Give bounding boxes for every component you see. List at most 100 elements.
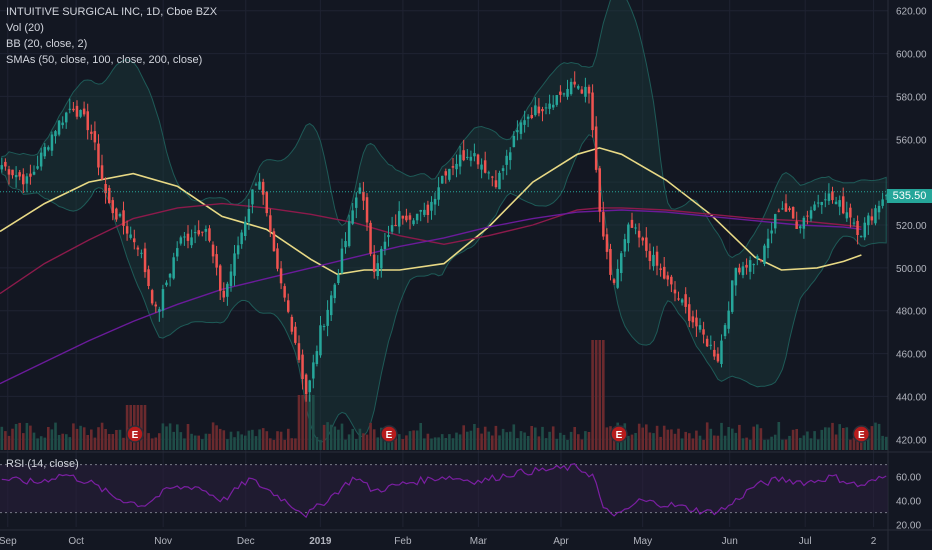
volume-bar	[111, 434, 115, 450]
candle-body	[473, 153, 476, 157]
candle-body	[229, 271, 233, 286]
rsi-indicator-label[interactable]: RSI (14, close)	[6, 458, 79, 470]
candle-body	[859, 236, 863, 238]
volume-bar	[140, 405, 143, 450]
sma-indicator-label[interactable]: SMAs (50, close, 100, close, 200, close)	[6, 54, 203, 66]
volume-bar	[72, 423, 75, 450]
candle-body	[713, 349, 716, 357]
candle-body	[845, 212, 849, 219]
volume-bar	[82, 427, 86, 450]
volume-bar	[312, 395, 315, 450]
volume-bar	[845, 427, 849, 450]
candle-body	[716, 353, 720, 362]
volume-bar	[0, 426, 4, 450]
volume-bar	[487, 431, 491, 450]
volume-bar	[154, 437, 158, 450]
rsi-legend: RSI (14, close)	[6, 456, 79, 472]
volume-bar	[555, 438, 559, 450]
candle-body	[57, 120, 61, 135]
volume-bar	[580, 439, 584, 450]
volume-bar	[365, 434, 369, 450]
volume-bar	[537, 436, 541, 450]
candle-body	[111, 200, 114, 214]
candle-body	[412, 220, 415, 225]
candle-body	[680, 299, 684, 303]
volume-bar	[637, 423, 641, 450]
candle-body	[577, 86, 580, 89]
volume-bar	[544, 438, 548, 450]
volume-bar	[75, 428, 79, 450]
candle-body	[86, 111, 89, 131]
volume-bar	[279, 431, 283, 450]
time-tick-label: May	[633, 536, 652, 547]
candle-body	[534, 105, 537, 116]
candle-body	[251, 189, 254, 205]
candle-body	[261, 181, 265, 195]
volume-bar	[591, 340, 594, 450]
volume-bar	[226, 439, 229, 450]
candle-body	[140, 252, 143, 254]
volume-bar	[186, 424, 190, 450]
volume-bar	[272, 440, 276, 450]
candle-body	[254, 184, 258, 186]
volume-bar	[22, 433, 25, 450]
price-tick-label: 580.00	[896, 92, 927, 103]
candle-body	[641, 237, 644, 241]
candle-body	[129, 234, 132, 238]
candle-body	[838, 200, 841, 207]
volume-bar	[326, 422, 329, 450]
candle-body	[351, 210, 354, 224]
volume-bar	[376, 437, 380, 450]
bollinger-bands-label[interactable]: BB (20, close, 2)	[6, 38, 88, 50]
candle-body	[842, 196, 845, 214]
candle-body	[93, 131, 97, 143]
candle-body	[369, 222, 372, 254]
candle-body	[380, 248, 383, 269]
volume-bar	[820, 429, 824, 450]
candle-body	[161, 289, 165, 311]
symbol-title[interactable]: INTUITIVE SURGICAL INC, 1D, Cboe BZX	[6, 6, 218, 18]
candle-body	[849, 207, 852, 218]
volume-bar	[165, 426, 168, 450]
candle-body	[648, 251, 652, 261]
volume-bar	[648, 432, 652, 450]
candle-body	[813, 204, 816, 211]
time-tick-label: Sep	[0, 536, 17, 547]
candle-body	[333, 284, 336, 299]
volume-bar	[329, 424, 333, 450]
price-tick-label: 620.00	[896, 7, 927, 18]
candle-body	[236, 245, 240, 255]
volume-bar	[505, 432, 508, 450]
volume-bar	[559, 432, 562, 450]
candle-body	[272, 231, 276, 252]
candle-body	[387, 235, 390, 238]
volume-bar	[806, 431, 809, 450]
volume-bar	[473, 424, 476, 450]
bollinger-band-fill	[1, 0, 887, 443]
candle-body	[609, 249, 612, 275]
candle-body	[666, 275, 669, 280]
volume-bar	[759, 428, 763, 450]
candle-body	[487, 172, 490, 174]
volume-bar	[358, 428, 362, 450]
candle-body	[444, 171, 447, 176]
candle-body	[774, 214, 777, 229]
earnings-marker-label: E	[132, 430, 139, 441]
candle-body	[287, 300, 290, 312]
candle-body	[512, 136, 516, 148]
candle-body	[870, 216, 874, 221]
volume-bar	[362, 433, 365, 450]
volume-bar	[50, 429, 54, 450]
rsi-tick-label: 60.00	[896, 473, 921, 484]
volume-bar	[254, 436, 258, 450]
volume-indicator-label[interactable]: Vol (20)	[6, 22, 44, 34]
rsi-line	[1, 463, 887, 519]
volume-bar	[36, 438, 39, 450]
volume-bar	[61, 433, 64, 450]
volume-bar	[100, 422, 104, 450]
price-tick-label: 460.00	[896, 350, 927, 361]
candle-body	[415, 213, 419, 221]
volume-bar	[269, 438, 272, 450]
